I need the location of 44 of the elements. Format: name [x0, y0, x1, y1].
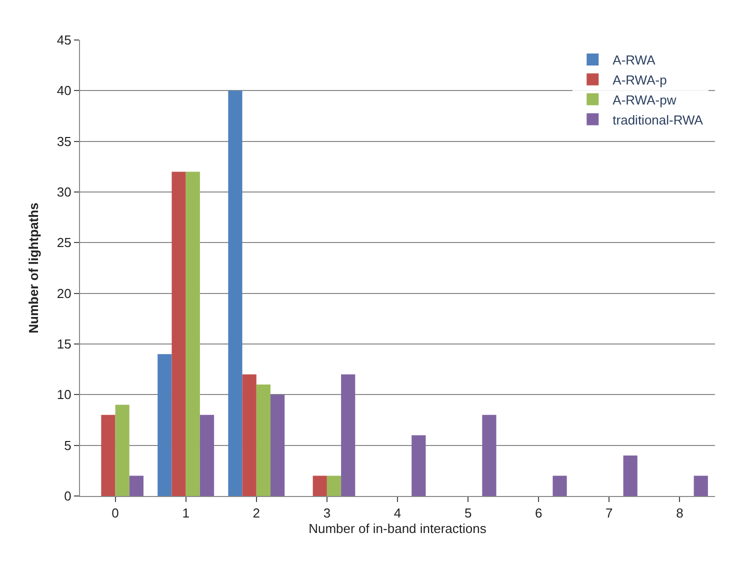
bar — [172, 172, 186, 496]
bar — [186, 172, 200, 496]
bar — [312, 476, 327, 496]
bar — [158, 354, 172, 496]
y-tick-label: 15 — [56, 336, 72, 352]
bar — [326, 476, 342, 496]
x-tick-label: 2 — [252, 506, 260, 521]
x-tick-label: 1 — [182, 506, 190, 521]
bar — [552, 476, 567, 496]
bar — [101, 414, 116, 496]
x-tick-label: 0 — [112, 506, 119, 521]
bar — [623, 455, 638, 496]
bar — [482, 414, 496, 496]
bar — [242, 374, 256, 496]
bar — [412, 435, 426, 496]
x-tick-label: 8 — [676, 506, 684, 521]
legend-label: traditional-RWA — [612, 112, 704, 128]
bar — [694, 476, 708, 496]
bar — [129, 476, 144, 496]
y-tick-label: 45 — [56, 32, 72, 48]
y-tick-label: 10 — [56, 387, 72, 402]
x-axis-title: Number of in-band interactions — [308, 521, 487, 536]
y-tick-label: 35 — [56, 134, 72, 149]
x-tick-label: 4 — [394, 506, 402, 521]
y-tick-label: 0 — [64, 488, 72, 504]
bar — [256, 384, 270, 496]
x-tick-label: 6 — [534, 506, 542, 521]
y-axis-title: Number of lightpaths — [26, 202, 41, 334]
y-tick-label: 20 — [56, 286, 72, 301]
x-tick-label: 5 — [464, 506, 472, 521]
y-tick-label: 30 — [56, 184, 72, 200]
y-tick-label: 5 — [64, 438, 72, 453]
bar — [115, 404, 130, 496]
legend-label: A-RWA-pw — [612, 92, 677, 108]
x-tick-label: 3 — [323, 506, 331, 521]
y-tick-label: 25 — [56, 235, 72, 250]
bar — [228, 90, 242, 496]
legend-label: A-RWA-p — [612, 72, 667, 88]
x-tick-label: 7 — [606, 506, 613, 521]
bar — [341, 374, 356, 496]
bar — [200, 414, 214, 496]
y-tick-label: 40 — [56, 83, 72, 98]
legend-label: A-RWA — [612, 52, 656, 68]
bar — [270, 394, 285, 496]
